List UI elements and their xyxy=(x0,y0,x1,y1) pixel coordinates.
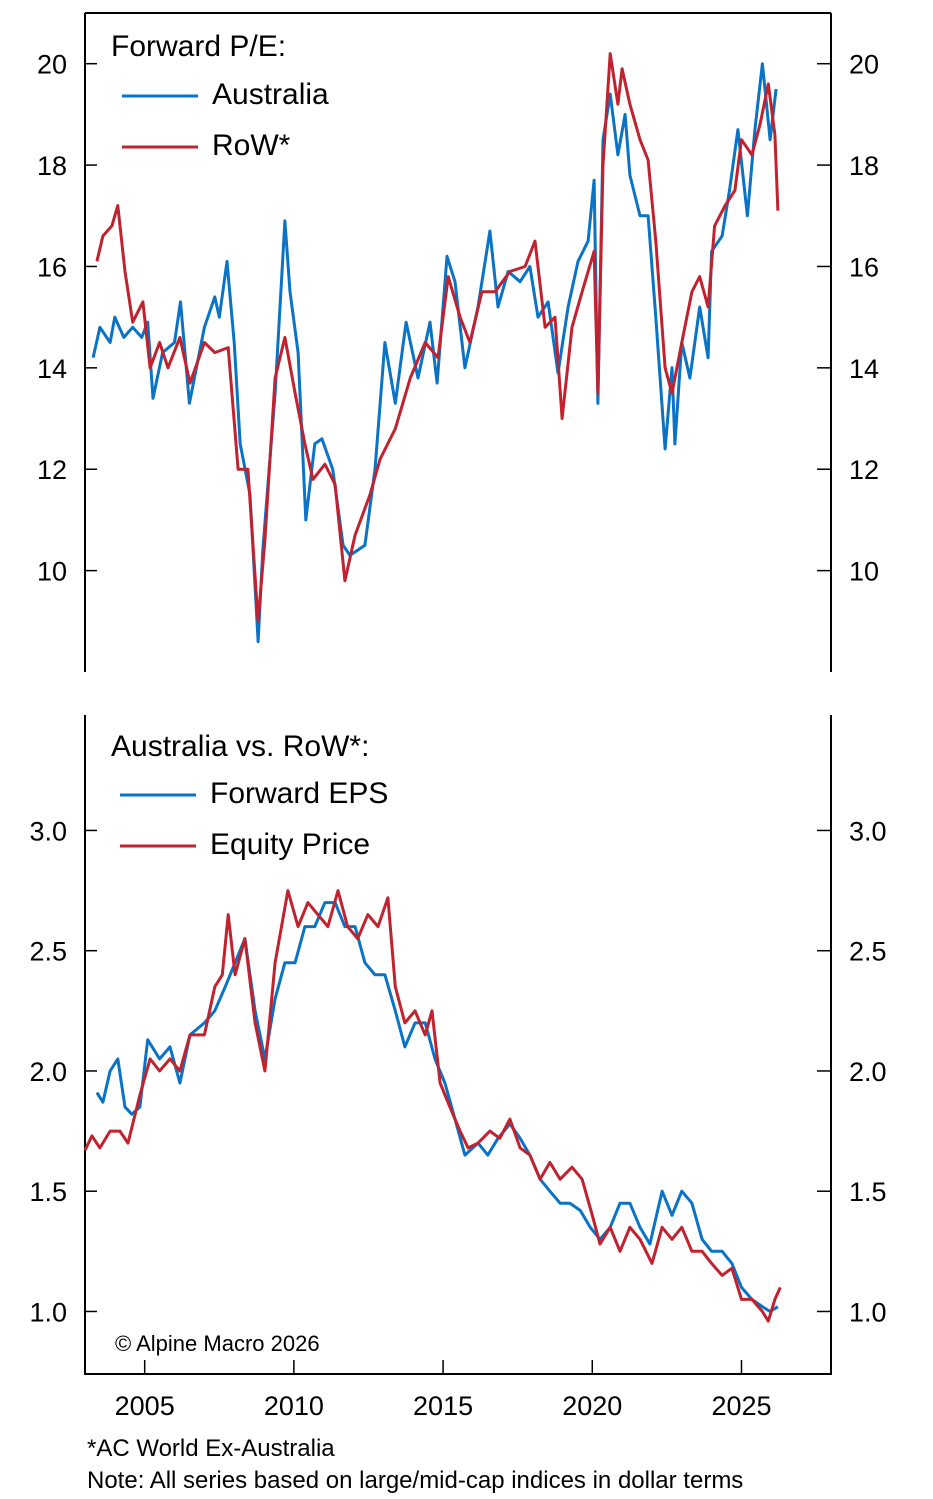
y-tick-label-right: 2.0 xyxy=(849,1057,887,1087)
x-tick-label: 2020 xyxy=(562,1391,622,1421)
forward-pe-panel: 10 10 12 12 14 14 16 16 18 18 20 20 Forward P/E: Au… xyxy=(37,12,879,672)
x-tick-label: 2025 xyxy=(711,1391,771,1421)
y-tick-label-left: 14 xyxy=(37,354,67,384)
y-tick-label-right: 18 xyxy=(849,151,879,181)
y-tick-label-right: 10 xyxy=(849,557,879,587)
y-tick-label-left: 3.0 xyxy=(29,816,67,846)
y-tick-label-right: 20 xyxy=(849,50,879,80)
series-line-australia xyxy=(91,62,778,644)
series-line-equity-price xyxy=(83,889,782,1323)
y-tick-label-right: 3.0 xyxy=(849,816,887,846)
series-line-forward-eps xyxy=(95,901,779,1313)
series-line-row xyxy=(95,52,780,623)
y-tick-label-left: 1.0 xyxy=(29,1297,67,1327)
legend-label-forward-eps: Forward EPS xyxy=(210,777,388,810)
y-tick-label-right: 12 xyxy=(849,455,879,485)
y-tick-label-left: 10 xyxy=(37,557,67,587)
legend-label-row: RoW* xyxy=(212,129,291,162)
y-tick-label-left: 2.0 xyxy=(29,1057,67,1087)
footnote-note: Note: All series based on large/mid-cap … xyxy=(87,1467,743,1494)
relative-panel: 1.0 1.0 1.5 1.5 2.0 2.0 2.5 2.5 3.0 3.0 2005 2010 20… xyxy=(29,715,887,1421)
y-tick-label-left: 12 xyxy=(37,455,67,485)
y-tick-label-left: 2.5 xyxy=(29,937,67,967)
y-tick-label-left: 18 xyxy=(37,151,67,181)
y-tick-label-right: 1.0 xyxy=(849,1297,887,1327)
y-tick-label-left: 1.5 xyxy=(29,1177,67,1207)
y-tick-label-left: 20 xyxy=(37,50,67,80)
y-tick-label-right: 16 xyxy=(849,252,879,282)
y-tick-label-right: 14 xyxy=(849,354,879,384)
copyright-annotation: © Alpine Macro 2026 xyxy=(115,1331,320,1356)
y-tick-label-left: 16 xyxy=(37,252,67,282)
y-tick-label-right: 1.5 xyxy=(849,1177,887,1207)
legend-label-equity-price: Equity Price xyxy=(210,828,370,861)
x-tick-label: 2015 xyxy=(413,1391,473,1421)
x-tick-label: 2010 xyxy=(264,1391,324,1421)
footnote-row-definition: *AC World Ex-Australia xyxy=(87,1435,335,1462)
x-tick-label: 2005 xyxy=(115,1391,175,1421)
legend-label-australia: Australia xyxy=(212,78,329,111)
legend-title: Forward P/E: xyxy=(111,30,286,63)
y-tick-label-right: 2.5 xyxy=(849,937,887,967)
legend-title: Australia vs. RoW*: xyxy=(111,730,369,763)
